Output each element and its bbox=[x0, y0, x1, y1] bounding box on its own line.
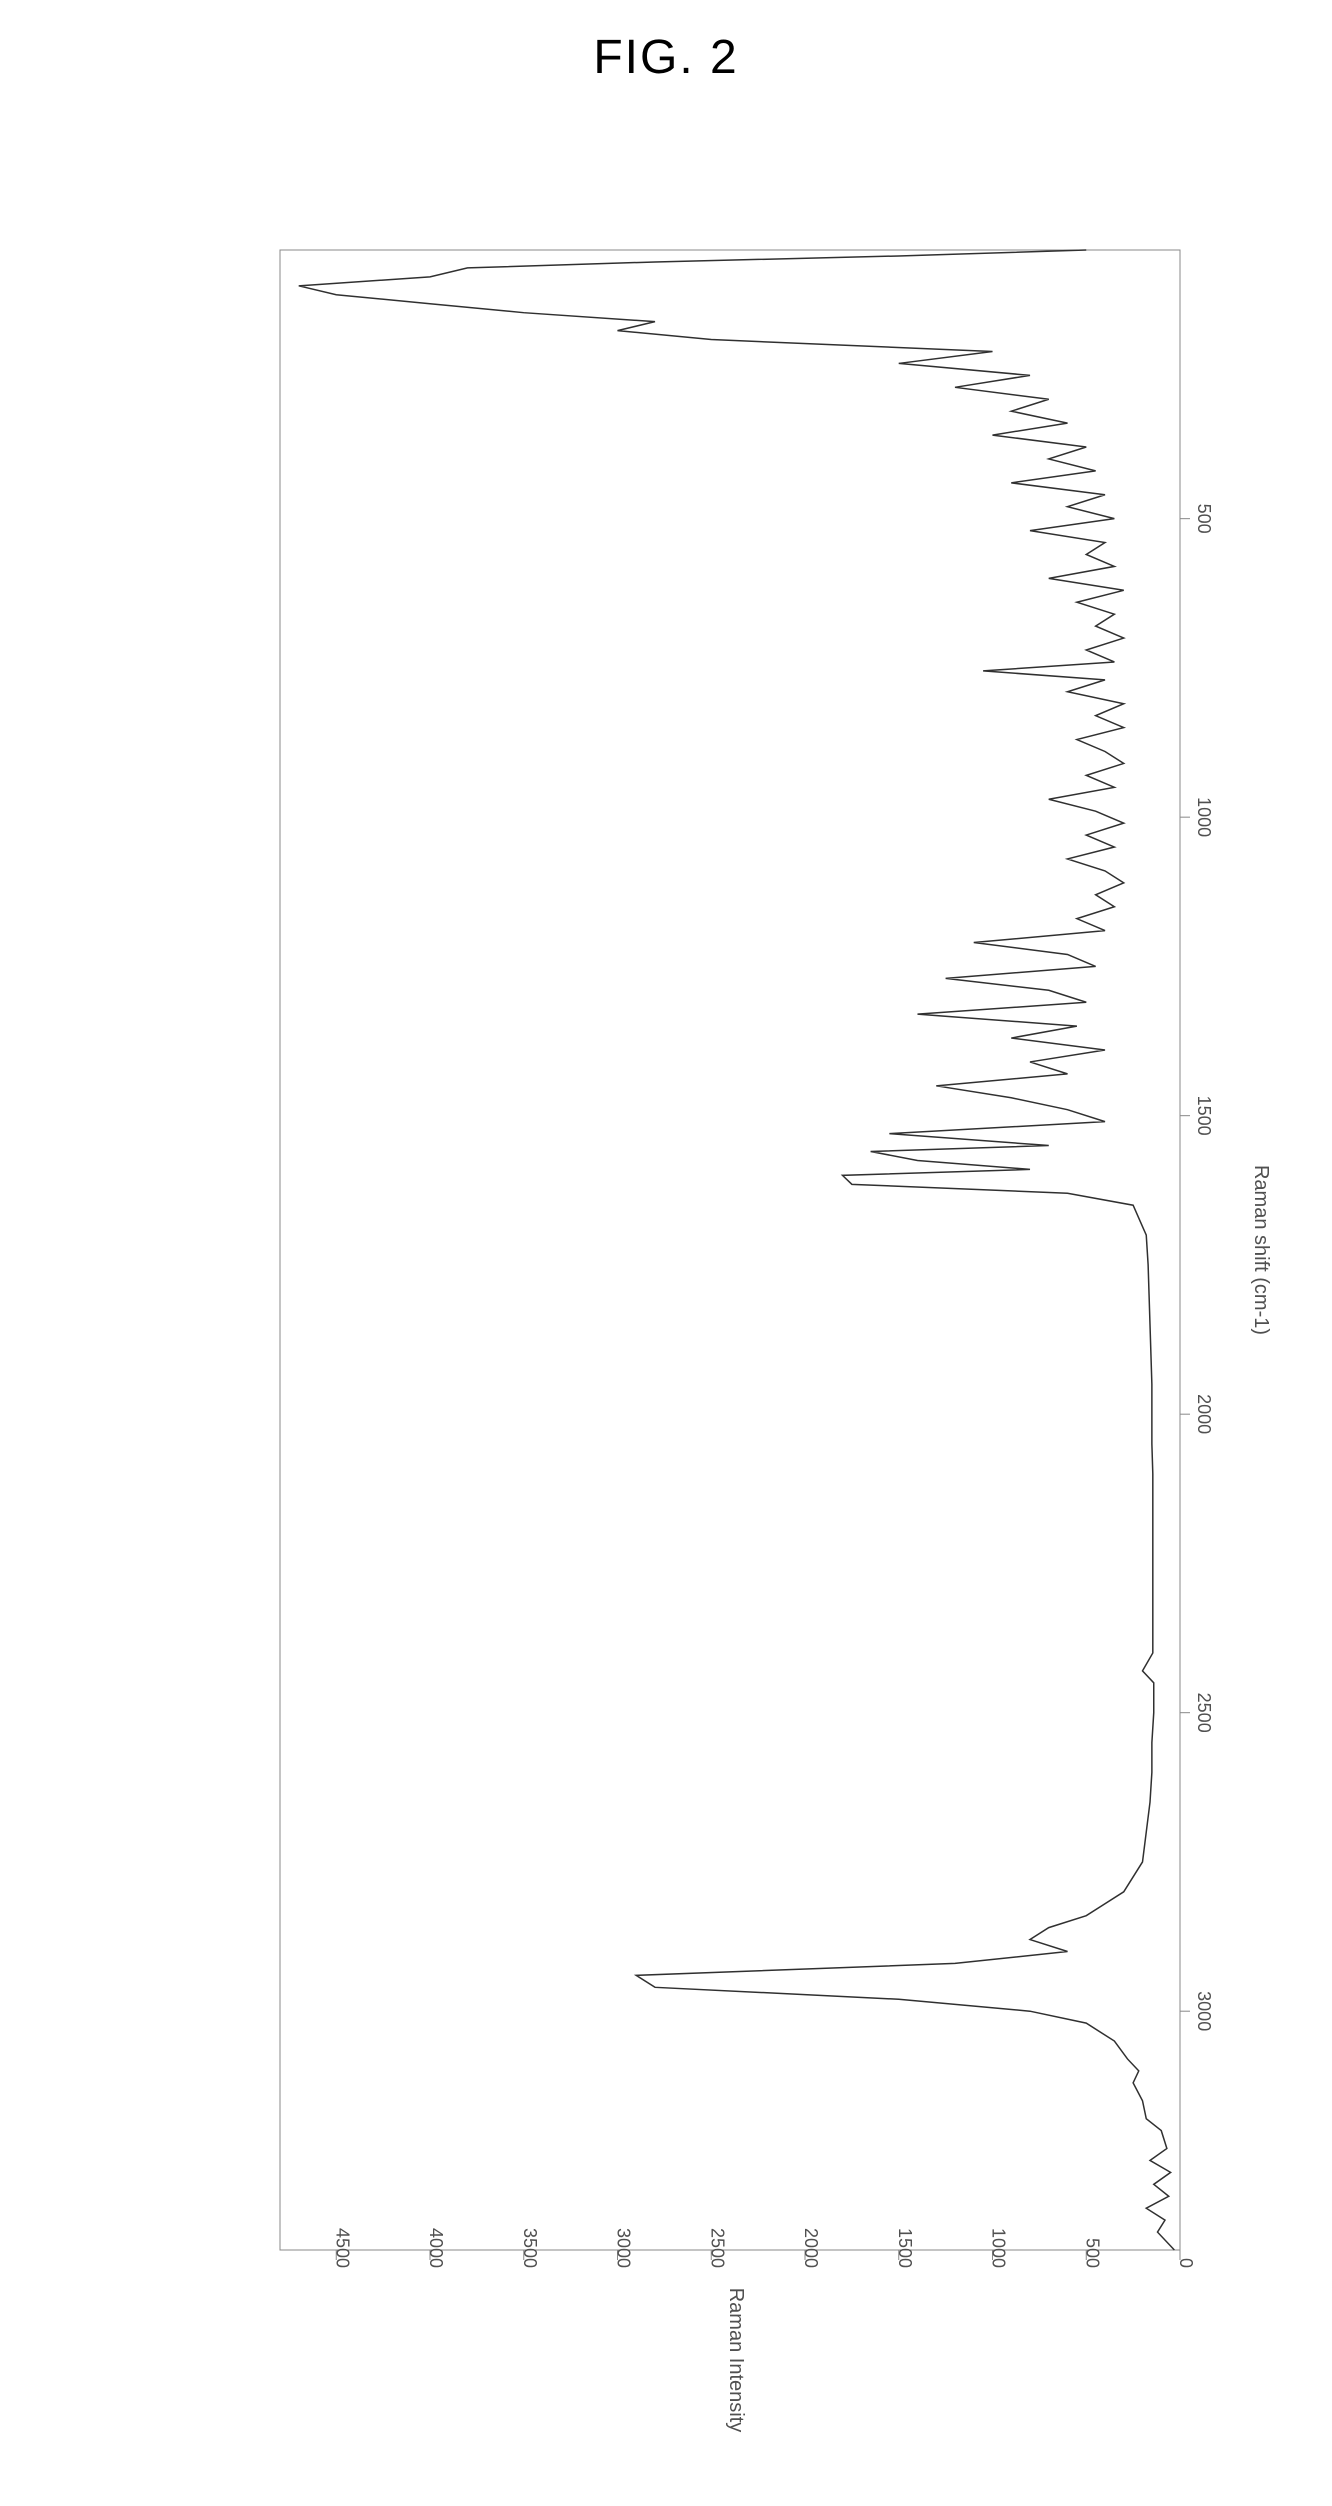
svg-text:1000: 1000 bbox=[1194, 797, 1214, 837]
svg-text:0: 0 bbox=[1176, 2258, 1196, 2268]
svg-text:500: 500 bbox=[1194, 504, 1214, 534]
svg-text:4500: 4500 bbox=[332, 2228, 352, 2268]
svg-text:3500: 3500 bbox=[520, 2228, 540, 2268]
svg-text:3000: 3000 bbox=[614, 2228, 634, 2268]
svg-text:2000: 2000 bbox=[801, 2228, 821, 2268]
svg-text:3000: 3000 bbox=[1194, 1991, 1214, 2031]
svg-text:500: 500 bbox=[1082, 2238, 1102, 2268]
svg-text:1500: 1500 bbox=[1194, 1096, 1214, 1136]
svg-text:2000: 2000 bbox=[1194, 1394, 1214, 1434]
raman-spectrum-chart: 0 500 1000 1500 2000 2500 3000 3500 4000 4500 Rama… bbox=[0, 0, 1332, 2506]
svg-text:2500: 2500 bbox=[1194, 1693, 1214, 1733]
svg-text:1000: 1000 bbox=[989, 2228, 1009, 2268]
svg-text:1500: 1500 bbox=[895, 2228, 915, 2268]
svg-text:4000: 4000 bbox=[426, 2228, 446, 2268]
svg-text:Raman Intensity: Raman Intensity bbox=[725, 2288, 747, 2433]
svg-text:2500: 2500 bbox=[707, 2228, 727, 2268]
svg-text:Raman shift (cm-1): Raman shift (cm-1) bbox=[1250, 1165, 1272, 1335]
